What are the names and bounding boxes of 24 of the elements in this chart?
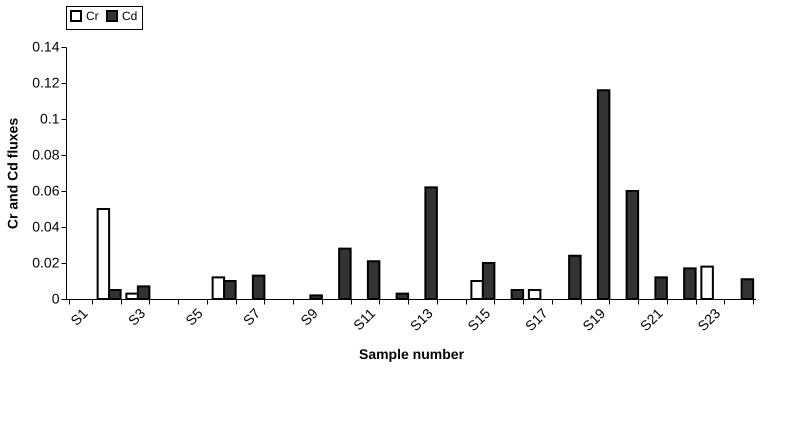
y-tick-label: 0.04 — [32, 218, 60, 234]
y-tick-label: 0.1 — [40, 110, 60, 126]
x-tick-label: S5 — [182, 304, 206, 329]
y-tick-label: 0 — [52, 290, 60, 306]
x-tick-label: S23 — [694, 304, 724, 334]
y-tick-label: 0.08 — [32, 146, 60, 162]
x-tick-label: S7 — [240, 304, 264, 329]
x-tick-label: S13 — [406, 304, 436, 334]
y-tick-label: 0.12 — [32, 74, 60, 90]
x-tick-label: S17 — [522, 304, 551, 334]
y-axis-title: Cr and Cd fluxes — [4, 118, 20, 230]
x-tick-label: S11 — [350, 304, 378, 334]
x-tick-label: S3 — [124, 304, 148, 329]
legend-label: Cd — [122, 9, 138, 23]
x-tick-label: S19 — [579, 304, 608, 334]
legend-label: Cr — [86, 9, 99, 23]
y-tick-label: 0.06 — [32, 182, 60, 198]
y-tick-label: 0.02 — [32, 254, 60, 270]
x-tick-label: S1 — [67, 304, 91, 329]
y-tick-label: 0.14 — [32, 38, 60, 54]
x-tick-label: S9 — [297, 304, 321, 329]
x-tick-label: S15 — [464, 304, 494, 334]
x-tick-label: S21 — [636, 304, 666, 334]
x-axis-title: Sample number — [358, 346, 465, 362]
